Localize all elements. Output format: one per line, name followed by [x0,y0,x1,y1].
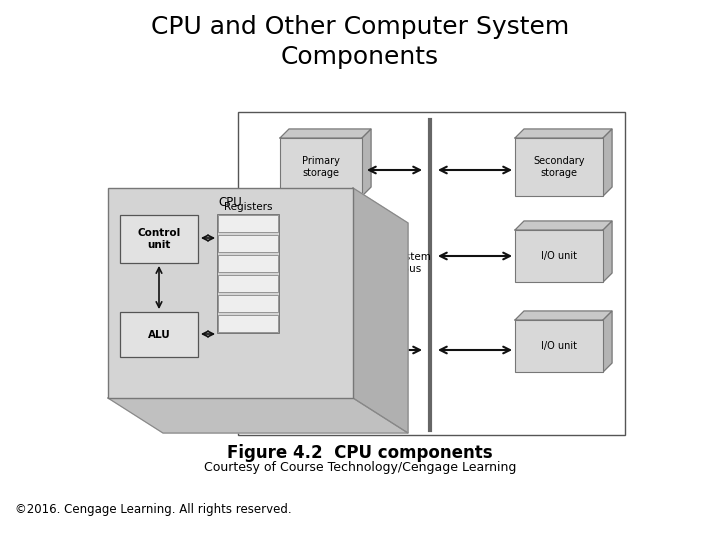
Polygon shape [353,188,408,433]
Text: I/O unit: I/O unit [541,251,577,261]
Text: Figure 4.2  CPU components: Figure 4.2 CPU components [228,444,492,462]
Text: Registers: Registers [224,202,272,212]
Text: I/O unit: I/O unit [541,341,577,351]
Polygon shape [280,129,371,138]
Bar [218,295,278,312]
Bar [218,255,278,272]
Text: Secondary
storage: Secondary storage [534,156,585,178]
Bar [515,138,603,196]
Polygon shape [515,311,612,320]
Polygon shape [362,129,371,196]
Text: ©2016. Cengage Learning. All rights reserved.: ©2016. Cengage Learning. All rights rese… [15,503,292,516]
Bar [218,215,278,232]
Bar [218,235,278,252]
Bar [108,188,353,398]
Text: Courtesy of Course Technology/Cengage Learning: Courtesy of Course Technology/Cengage Le… [204,462,516,475]
Bar [515,230,603,282]
Polygon shape [603,129,612,196]
Polygon shape [515,129,612,138]
Polygon shape [108,398,408,433]
Bar [120,312,198,357]
Polygon shape [515,221,612,230]
Bar [218,315,278,332]
Bar [218,275,278,292]
Polygon shape [603,311,612,372]
Bar [238,112,625,435]
Text: Primary
storage: Primary storage [302,156,340,178]
Bar [120,215,198,263]
Text: ALU: ALU [148,329,171,340]
Bar [280,138,362,196]
Text: System
Bus: System Bus [392,252,431,274]
Text: Control
unit: Control unit [138,228,181,250]
Polygon shape [603,221,612,282]
Text: CPU and Other Computer System
Components: CPU and Other Computer System Components [151,15,569,69]
Text: CPU: CPU [219,195,243,208]
Bar [217,214,279,333]
Bar [515,320,603,372]
